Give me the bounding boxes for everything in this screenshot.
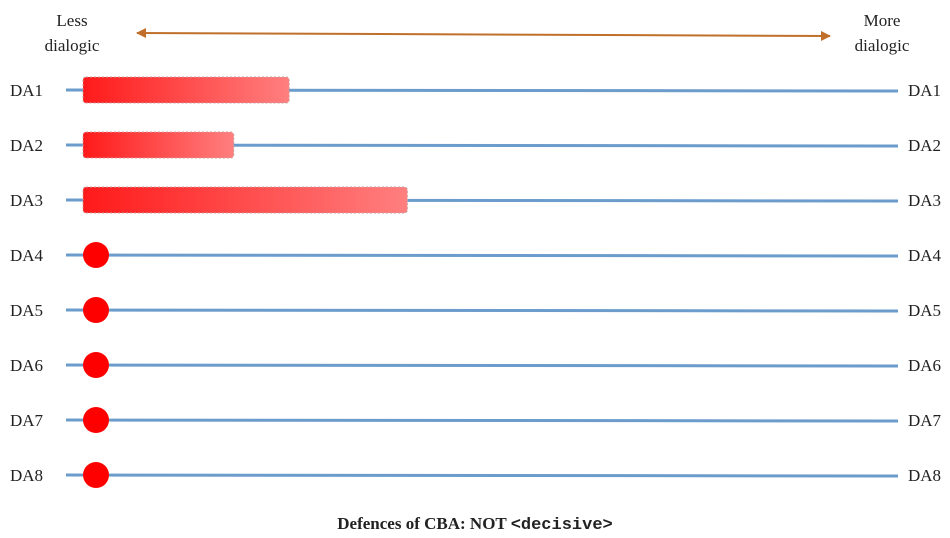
row-label-left: DA7 [10, 411, 44, 430]
caption-prefix: Defences of CBA: NOT [337, 514, 511, 533]
row-label-right: DA3 [908, 191, 941, 210]
less-dialogic-label-line1: Less [56, 11, 87, 30]
diagram-caption: Defences of CBA: NOT <decisive> [0, 514, 950, 535]
row-da3: DA3 DA3 [10, 186, 941, 214]
position-dot [83, 242, 109, 268]
row-da8: DA8 DA8 [10, 462, 941, 488]
row-label-left: DA1 [10, 81, 43, 100]
position-dot [83, 352, 109, 378]
caption-code: <decisive> [510, 516, 613, 535]
more-dialogic-label-line1: More [864, 11, 901, 30]
position-dot [83, 462, 109, 488]
row-label-left: DA5 [10, 301, 43, 320]
row-scale-line [65, 363, 899, 368]
row-da1: DA1 DA1 [10, 76, 941, 104]
less-dialogic-label-line2: dialogic [45, 36, 100, 55]
row-label-right: DA5 [908, 301, 941, 320]
row-label-left: DA3 [10, 191, 43, 210]
row-scale-line [65, 418, 899, 423]
dialogic-scale-arrow [136, 28, 831, 41]
row-label-right: DA1 [908, 81, 941, 100]
row-label-left: DA8 [10, 466, 43, 485]
range-bar [82, 131, 235, 159]
row-scale-line [65, 473, 899, 478]
row-label-left: DA6 [10, 356, 43, 375]
row-label-right: DA2 [908, 136, 941, 155]
row-da2: DA2 DA2 [10, 131, 941, 159]
row-scale-line [65, 253, 899, 258]
row-da4: DA4 DA4 [10, 242, 942, 268]
more-dialogic-label-line2: dialogic [855, 36, 910, 55]
range-bar [82, 76, 290, 104]
row-da7: DA7 DA7 [10, 407, 942, 433]
row-label-right: DA4 [908, 246, 942, 265]
row-label-right: DA8 [908, 466, 941, 485]
row-scale-line [65, 308, 899, 313]
range-bar [82, 186, 408, 214]
row-da6: DA6 DA6 [10, 352, 941, 378]
row-label-left: DA4 [10, 246, 44, 265]
position-dot [83, 297, 109, 323]
row-label-right: DA6 [908, 356, 941, 375]
row-label-left: DA2 [10, 136, 43, 155]
row-da5: DA5 DA5 [10, 297, 941, 323]
position-dot [83, 407, 109, 433]
row-label-right: DA7 [908, 411, 942, 430]
